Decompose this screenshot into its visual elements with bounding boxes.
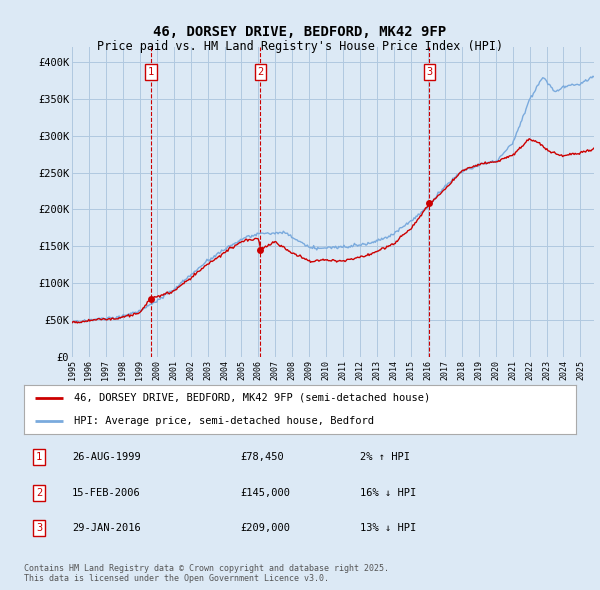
Text: 1: 1: [36, 453, 42, 462]
Text: £209,000: £209,000: [240, 523, 290, 533]
Text: 2: 2: [36, 488, 42, 497]
Text: 3: 3: [426, 67, 433, 77]
Text: £78,450: £78,450: [240, 453, 284, 462]
Text: £145,000: £145,000: [240, 488, 290, 497]
Text: Contains HM Land Registry data © Crown copyright and database right 2025.
This d: Contains HM Land Registry data © Crown c…: [24, 563, 389, 583]
Text: 26-AUG-1999: 26-AUG-1999: [72, 453, 141, 462]
Text: 46, DORSEY DRIVE, BEDFORD, MK42 9FP: 46, DORSEY DRIVE, BEDFORD, MK42 9FP: [154, 25, 446, 40]
Text: 3: 3: [36, 523, 42, 533]
Text: 29-JAN-2016: 29-JAN-2016: [72, 523, 141, 533]
Text: 1: 1: [148, 67, 154, 77]
Text: HPI: Average price, semi-detached house, Bedford: HPI: Average price, semi-detached house,…: [74, 416, 374, 426]
Text: 2% ↑ HPI: 2% ↑ HPI: [360, 453, 410, 462]
Text: 13% ↓ HPI: 13% ↓ HPI: [360, 523, 416, 533]
Text: 15-FEB-2006: 15-FEB-2006: [72, 488, 141, 497]
Text: Price paid vs. HM Land Registry's House Price Index (HPI): Price paid vs. HM Land Registry's House …: [97, 40, 503, 53]
Text: 16% ↓ HPI: 16% ↓ HPI: [360, 488, 416, 497]
Text: 2: 2: [257, 67, 263, 77]
Text: 46, DORSEY DRIVE, BEDFORD, MK42 9FP (semi-detached house): 46, DORSEY DRIVE, BEDFORD, MK42 9FP (sem…: [74, 393, 430, 403]
